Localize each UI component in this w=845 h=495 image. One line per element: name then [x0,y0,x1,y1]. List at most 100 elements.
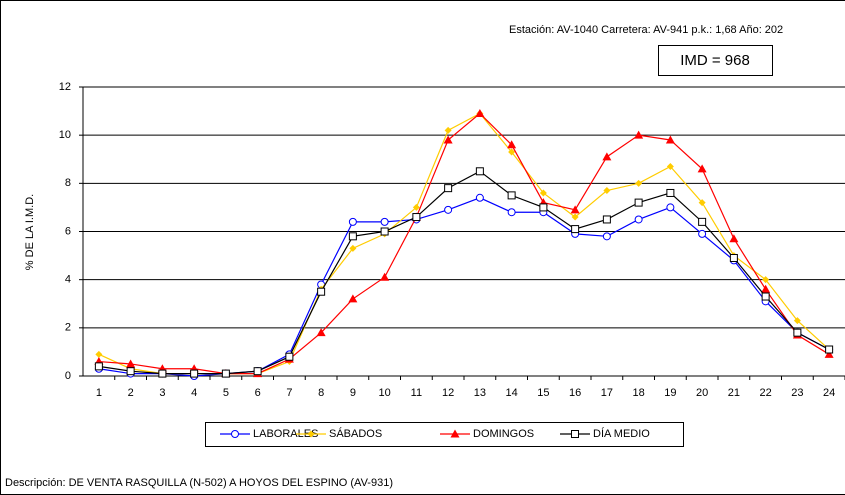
marker [412,203,420,211]
legend-marker [231,430,239,438]
marker [443,135,453,144]
marker [317,287,326,296]
marker [348,232,357,241]
series-line [98,170,830,375]
marker [380,217,389,226]
marker [570,205,580,214]
marker [444,205,453,214]
x-tick-label: 5 [223,387,229,399]
legend-label: DÍA MEDIO [593,427,650,440]
x-tick-label: 17 [601,387,613,399]
x-tick-label: 15 [537,387,549,399]
x-tick-label: 11 [411,387,422,399]
marker [603,187,611,195]
marker [126,359,136,368]
x-tick-label: 8 [318,387,324,399]
marker [824,349,834,358]
marker [190,369,199,378]
marker [602,232,611,241]
marker [729,253,738,262]
x-tick-label: 16 [569,387,581,399]
marker [571,225,580,234]
legend-marker [571,430,579,438]
x-tick-label: 22 [760,387,772,399]
x-tick-label: 12 [442,387,454,399]
y-tick-label: 8 [65,177,71,189]
header: Estación: AV-1040 Carretera: AV-941 p.k.… [509,24,783,36]
marker [285,352,294,361]
marker [348,217,357,226]
legend-marker [307,430,315,438]
x-tick-label: 10 [379,387,391,399]
x-tick-label: 3 [159,387,165,399]
y-tick-label: 10 [59,129,71,141]
marker [793,317,801,325]
marker [665,135,675,144]
marker [316,328,326,337]
marker [412,213,421,222]
marker [634,215,643,224]
marker [666,203,675,212]
marker [508,148,516,156]
y-tick-label: 6 [65,225,71,237]
x-tick-label: 21 [728,387,740,399]
x-tick-label: 13 [474,387,486,399]
x-tick-label: 23 [791,387,803,399]
marker [158,369,167,378]
marker [507,140,517,149]
marker [349,244,357,252]
x-tick-label: 24 [823,387,835,399]
marker [475,193,484,202]
y-tick-label: 0 [65,370,71,382]
marker [698,229,707,238]
marker [825,345,834,354]
x-tick-label: 6 [255,387,261,399]
x-tick-label: 4 [191,387,197,399]
marker [571,213,579,221]
marker [762,276,770,284]
marker [475,167,484,176]
marker [253,367,262,376]
marker [221,369,230,378]
marker [507,191,516,200]
marker [475,108,485,117]
marker [444,126,452,134]
annotation: IMD = 968 [680,52,750,69]
marker [380,227,389,236]
marker [348,294,358,303]
y-tick-label: 12 [59,81,71,93]
marker [666,188,675,197]
legend-label: SÁBADOS [329,427,382,440]
x-tick-label: 19 [664,387,676,399]
marker [539,203,548,212]
marker [793,328,802,337]
x-tick-label: 7 [286,387,292,399]
x-tick-label: 9 [350,387,356,399]
x-tick-label: 20 [696,387,708,399]
series-line [98,112,830,375]
marker [697,164,707,173]
marker [602,152,612,161]
marker [380,272,390,281]
marker [761,284,771,293]
legend-label: DOMINGOS [473,428,534,440]
y-axis-label: % DE LA I.M.D. [24,194,36,270]
marker [698,217,707,226]
marker [634,198,643,207]
annotation-box [658,45,773,76]
marker [444,184,453,193]
legend-marker [450,429,460,438]
marker [126,367,135,376]
marker [635,179,643,187]
marker [95,350,103,358]
marker [729,234,739,243]
legend-label: LABORALES [253,428,318,440]
y-tick-label: 4 [65,274,71,286]
marker [94,362,103,371]
x-tick-label: 18 [633,387,645,399]
description: Descripción: DE VENTA RASQUILLA (N-502) … [5,477,393,489]
marker [539,189,547,197]
x-tick-label: 1 [96,387,102,399]
